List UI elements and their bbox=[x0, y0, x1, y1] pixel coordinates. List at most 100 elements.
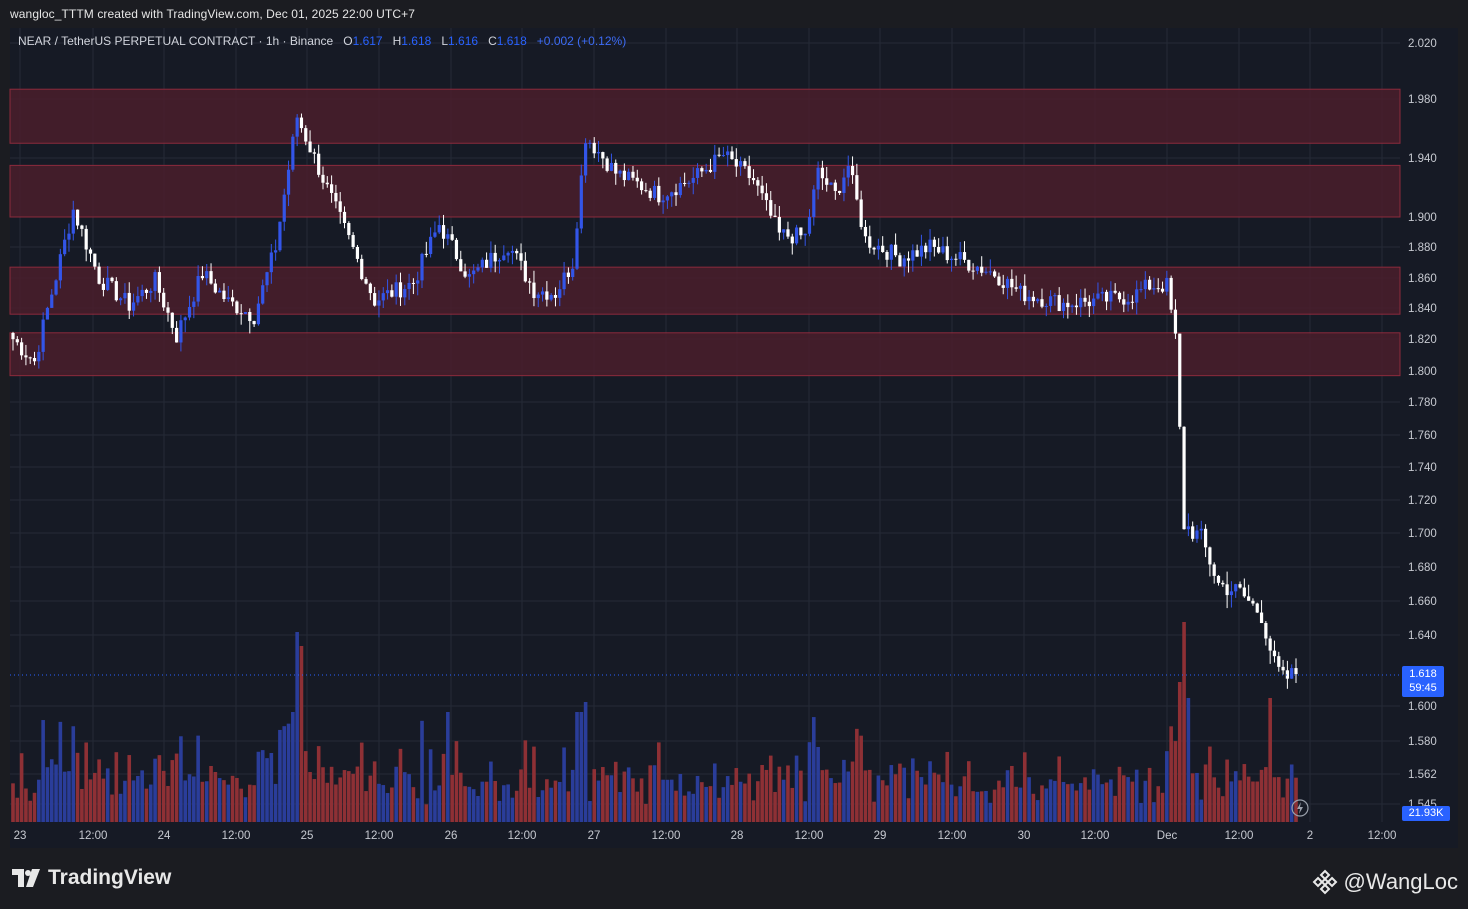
bar-countdown: 59:45 bbox=[1409, 682, 1437, 694]
candle-body bbox=[833, 182, 837, 191]
candle-body bbox=[1247, 596, 1251, 601]
volume-bar bbox=[738, 781, 743, 822]
candle-body bbox=[218, 290, 222, 293]
volume-bar bbox=[170, 760, 175, 822]
volume-bar bbox=[58, 721, 63, 822]
time-tick-label: 12:00 bbox=[652, 830, 681, 842]
candle-body bbox=[1096, 293, 1100, 299]
resistance-zones bbox=[9, 88, 1401, 377]
candle-body bbox=[385, 290, 390, 294]
candle-body bbox=[179, 320, 183, 343]
volume-bar bbox=[110, 794, 114, 822]
volume-bar bbox=[1156, 786, 1161, 822]
tradingview-logo[interactable]: TradingView bbox=[12, 866, 171, 890]
candle-body bbox=[1079, 297, 1083, 308]
time-axis[interactable]: 23 12:00 24 12:00 25 12:00 26 12:00 27 12:00 28 12:… bbox=[14, 830, 1397, 842]
candle-body bbox=[213, 283, 217, 293]
candle-body bbox=[119, 298, 123, 301]
volume-bar bbox=[196, 735, 200, 822]
volume-bar bbox=[424, 804, 429, 822]
time-tick-label: 2 bbox=[1307, 830, 1313, 842]
volume-bar bbox=[553, 780, 558, 822]
volume-bar bbox=[454, 741, 459, 822]
replay-icon[interactable] bbox=[1291, 799, 1309, 817]
volume-bar bbox=[381, 785, 386, 822]
volume-bar bbox=[502, 785, 506, 822]
volume-bar bbox=[1143, 780, 1148, 822]
candle-body bbox=[971, 270, 975, 272]
volume-bar bbox=[1100, 784, 1105, 822]
volume-bar bbox=[549, 787, 553, 822]
candle-body bbox=[850, 165, 855, 176]
volume-bar bbox=[997, 780, 1001, 822]
candle-body bbox=[286, 169, 291, 195]
price-chart[interactable]: 2.020 1.980 1.940 1.900 1.880 1.860 1.840 1.820… bbox=[0, 0, 1468, 860]
volume-bar bbox=[687, 791, 691, 822]
candle-body bbox=[75, 209, 80, 226]
candle-body bbox=[1018, 285, 1023, 289]
volume-bar bbox=[519, 769, 523, 822]
candle-body bbox=[50, 294, 54, 308]
volume-bar bbox=[1001, 787, 1006, 822]
candle-body bbox=[829, 182, 833, 185]
volume-bar bbox=[428, 749, 433, 822]
volume-bar bbox=[751, 800, 756, 822]
candle-body bbox=[571, 268, 575, 278]
candle-body bbox=[403, 289, 407, 298]
volume-bar bbox=[49, 759, 54, 822]
candle-body bbox=[153, 272, 157, 291]
candle-body bbox=[1255, 603, 1259, 613]
volume-bar bbox=[816, 746, 820, 822]
candle-body bbox=[175, 327, 179, 343]
volume-bar bbox=[1285, 778, 1290, 822]
candle-body bbox=[269, 252, 273, 273]
price-tick-label: 1.562 bbox=[1408, 769, 1437, 781]
candle-body bbox=[558, 289, 562, 298]
candle-body bbox=[1251, 600, 1255, 604]
candle-body bbox=[334, 192, 338, 202]
price-tick-label: 1.720 bbox=[1408, 495, 1437, 507]
volume-bar bbox=[1208, 746, 1212, 822]
candle-body bbox=[519, 253, 523, 261]
volume-bar bbox=[536, 797, 541, 822]
volume-bar bbox=[1134, 769, 1139, 822]
candle-body bbox=[54, 280, 58, 295]
candle-body bbox=[928, 239, 932, 253]
candle-body bbox=[472, 270, 476, 275]
candle-body bbox=[958, 252, 962, 260]
volume-bar bbox=[174, 753, 179, 822]
time-tick-label: 12:00 bbox=[1368, 830, 1397, 842]
volume-bar bbox=[829, 778, 833, 822]
time-tick-label: 30 bbox=[1018, 830, 1031, 842]
volume-bar bbox=[24, 788, 28, 822]
volume-bar bbox=[743, 783, 747, 822]
candle-body bbox=[282, 194, 286, 222]
candle-body bbox=[1186, 526, 1190, 530]
volume-bar bbox=[583, 702, 588, 822]
volume-bar bbox=[385, 793, 390, 822]
candle-body bbox=[773, 215, 777, 217]
candle-body bbox=[799, 227, 803, 236]
tradingview-logo-icon bbox=[12, 869, 40, 887]
candle-body bbox=[58, 254, 62, 281]
candle-body bbox=[868, 236, 872, 248]
candle-body bbox=[523, 260, 527, 282]
candle-body bbox=[1268, 638, 1272, 651]
volume-bar bbox=[1246, 776, 1251, 822]
candle-body bbox=[1104, 291, 1109, 302]
volume-bar bbox=[893, 774, 898, 822]
volume-bar bbox=[312, 779, 317, 822]
volume-bar bbox=[355, 766, 360, 822]
candle-body bbox=[760, 185, 764, 194]
volume-bar bbox=[105, 768, 110, 822]
price-axis[interactable]: 2.020 1.980 1.940 1.900 1.880 1.860 1.840 1.820… bbox=[1408, 38, 1437, 811]
volume-bar bbox=[570, 769, 575, 822]
candle-body bbox=[1083, 297, 1087, 302]
symbol-title[interactable]: NEAR / TetherUS PERPETUAL CONTRACT · 1h … bbox=[18, 34, 334, 48]
candle-body bbox=[183, 317, 187, 321]
volume-bar bbox=[299, 646, 304, 822]
volume-bar bbox=[1117, 766, 1122, 822]
volume-bar bbox=[527, 787, 532, 822]
volume-bar bbox=[949, 784, 954, 822]
candle-body bbox=[377, 300, 381, 306]
